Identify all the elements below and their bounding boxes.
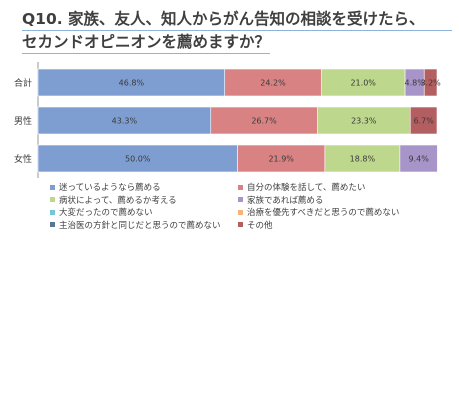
bar-segment xyxy=(37,106,212,135)
legend-item: 家族であれば薦める xyxy=(238,194,323,206)
legend-label: 迷っているようなら薦める xyxy=(59,183,161,193)
legend-label: 家族であれば薦める xyxy=(247,195,324,206)
data-label: 24.2% xyxy=(260,79,286,88)
legend-label: 大変だったので薦めない xyxy=(59,208,153,218)
bar-segment xyxy=(399,144,438,173)
legend-item: 治療を優先すべきだと思うので薦めない xyxy=(238,206,399,218)
legend-label: 主治医の方針と同じだと思うので薦めない xyxy=(59,220,221,231)
legend-item: 自分の体験を話して、薦めたい xyxy=(238,181,365,193)
legend-swatch xyxy=(50,184,55,190)
bar-segment xyxy=(324,144,401,173)
legend-label: 病状によって、薦めるか考える xyxy=(59,195,177,206)
stacked-bar-chart: 合計 46.8% 24.2% 21.0% 4.8%3.2% 男性 43.3% 26.7% 23.… xyxy=(14,62,441,178)
bar-segment xyxy=(37,144,238,173)
legend-item: 病状によって、薦めるか考える xyxy=(50,194,177,206)
data-label: 18.8% xyxy=(350,155,376,164)
category-label: 合計 xyxy=(14,77,32,89)
data-label: 9.4% xyxy=(408,155,429,164)
data-label: 23.3% xyxy=(351,117,377,126)
data-label: 4.8% xyxy=(404,79,425,88)
legend-label: 治療を優先すべきだと思うので薦めない xyxy=(247,208,400,218)
bar-segment xyxy=(320,68,406,97)
legend-swatch xyxy=(50,197,55,202)
title-line-1: Q10. 家族、友人、知人からがん告知の相談を受けたら、 xyxy=(22,9,452,31)
legend-swatch xyxy=(238,184,243,190)
legend-item: 迷っているようなら薦める xyxy=(50,181,161,193)
data-label: 21.0% xyxy=(350,79,376,88)
bar-segment xyxy=(409,106,438,135)
data-label: 26.7% xyxy=(251,117,277,126)
category-label: 女性 xyxy=(14,153,32,165)
bar-segment xyxy=(210,106,318,135)
legend-swatch xyxy=(50,222,55,227)
legend-swatch xyxy=(238,209,243,215)
legend-label: その他 xyxy=(247,220,273,231)
data-label: 46.8% xyxy=(119,79,145,88)
legend-item: その他 xyxy=(238,219,273,231)
legend-swatch xyxy=(238,222,243,227)
bar-segment xyxy=(423,68,438,97)
title-line-2: セカンドオピニオンを薦めますか？ xyxy=(22,32,271,54)
legend-label: 自分の体験を話して、薦めたい xyxy=(247,183,366,193)
data-label: 50.0% xyxy=(125,155,151,164)
legend-swatch xyxy=(238,197,243,202)
data-label: 6.7% xyxy=(413,117,434,126)
bar-segment xyxy=(37,68,226,97)
chart-title: Q10. 家族、友人、知人からがん告知の相談を受けたら、 セカンドオピニオンを薦… xyxy=(22,9,452,55)
legend-item: 主治医の方針と同じだと思うので薦めない xyxy=(50,219,221,231)
data-label: 3.2% xyxy=(420,79,441,88)
bar-segment xyxy=(224,68,322,97)
data-label: 21.9% xyxy=(268,155,294,164)
data-label: 43.3% xyxy=(112,117,138,126)
category-label: 男性 xyxy=(14,115,32,127)
legend-swatch xyxy=(50,209,55,215)
legend-item: 大変だったので薦めない xyxy=(50,206,153,218)
